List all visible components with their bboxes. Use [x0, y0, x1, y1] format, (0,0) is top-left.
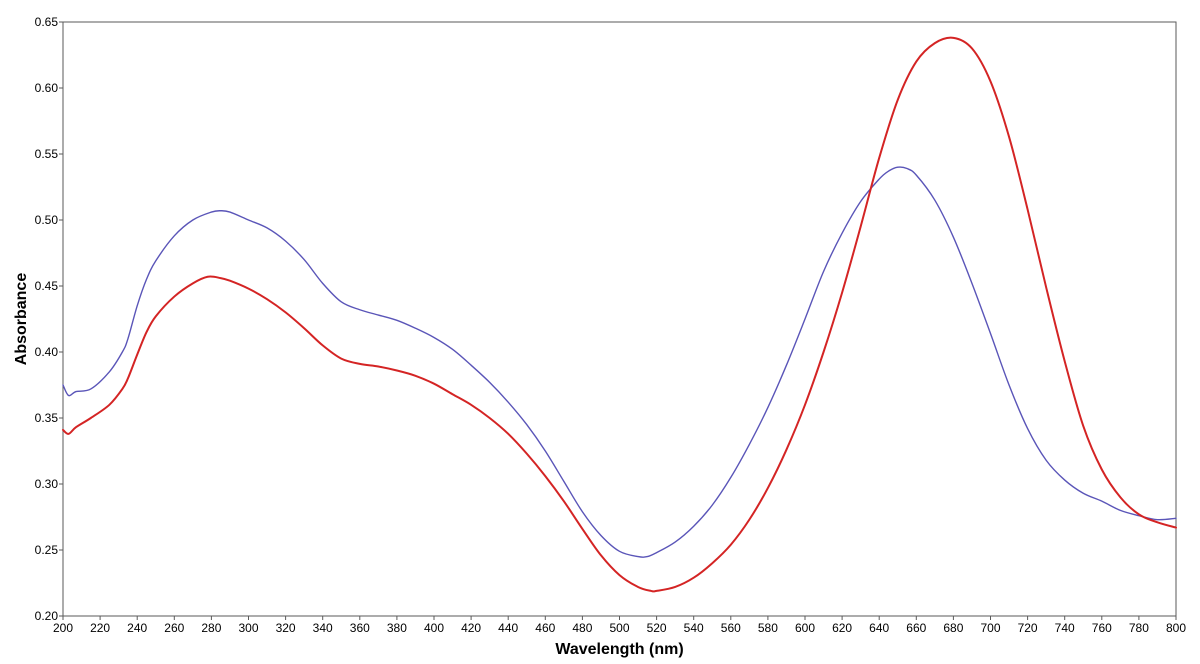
y-tick-label: 0.65: [35, 15, 59, 29]
x-tick-label: 600: [795, 621, 815, 635]
plot-frame: [62, 21, 1177, 617]
y-axis-title: Absorbance: [13, 273, 30, 366]
x-tick-label: 760: [1092, 621, 1112, 635]
x-tick-label: 300: [238, 621, 258, 635]
y-axis: 0.20 0.25 0.30 0.35 0.40 0.45 0.50 0.55 0.60 0.65: [35, 15, 63, 623]
x-tick-label: 520: [647, 621, 667, 635]
x-tick-label: 380: [387, 621, 407, 635]
series-layer: [62, 36, 1177, 593]
y-tick-label: 0.50: [35, 213, 59, 227]
x-tick-label: 580: [758, 621, 778, 635]
x-tick-label: 500: [609, 621, 629, 635]
x-tick-label: 340: [313, 621, 333, 635]
y-tick-label: 0.60: [35, 81, 59, 95]
x-axis: 200 220 240 260 280 300 320 340 360 380 400 420 440 4…: [53, 616, 1186, 635]
x-tick-label: 320: [276, 621, 296, 635]
x-tick-label: 460: [535, 621, 555, 635]
y-tick-label: 0.45: [35, 279, 59, 293]
x-tick-label: 680: [943, 621, 963, 635]
y-tick-label: 0.40: [35, 345, 59, 359]
x-tick-label: 540: [684, 621, 704, 635]
x-tick-label: 800: [1166, 621, 1186, 635]
y-tick-label: 0.55: [35, 147, 59, 161]
x-tick-label: 620: [832, 621, 852, 635]
x-tick-label: 440: [498, 621, 518, 635]
x-tick-label: 400: [424, 621, 444, 635]
series-line-blue: [62, 166, 1177, 558]
x-tick-label: 660: [906, 621, 926, 635]
x-tick-label: 480: [572, 621, 592, 635]
x-tick-label: 560: [721, 621, 741, 635]
x-tick-label: 420: [461, 621, 481, 635]
x-tick-label: 360: [350, 621, 370, 635]
x-tick-label: 260: [164, 621, 184, 635]
y-tick-label: 0.35: [35, 411, 59, 425]
y-tick-label: 0.20: [35, 609, 59, 623]
x-tick-label: 220: [90, 621, 110, 635]
x-tick-label: 780: [1129, 621, 1149, 635]
y-tick-label: 0.30: [35, 477, 59, 491]
x-tick-label: 240: [127, 621, 147, 635]
x-tick-label: 740: [1055, 621, 1075, 635]
x-axis-title: Wavelength (nm): [555, 641, 683, 658]
series-line-red: [62, 36, 1177, 593]
x-tick-label: 280: [201, 621, 221, 635]
x-tick-label: 640: [869, 621, 889, 635]
x-tick-label: 720: [1018, 621, 1038, 635]
x-tick-label: 700: [980, 621, 1000, 635]
y-tick-label: 0.25: [35, 543, 59, 557]
x-tick-label: 200: [53, 621, 73, 635]
